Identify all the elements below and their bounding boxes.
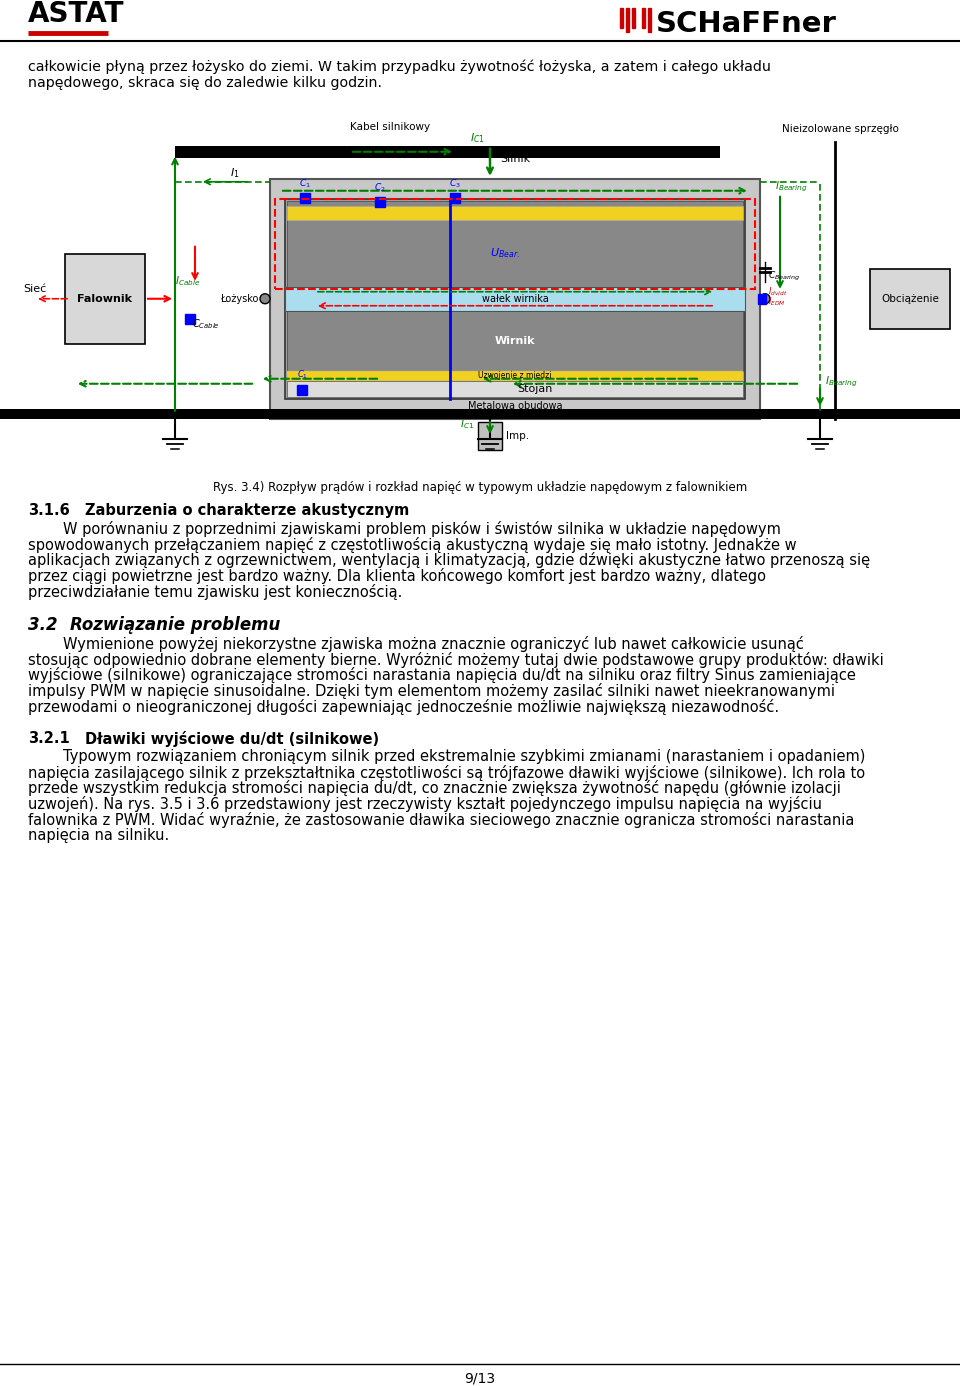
Text: $I_{C1}$: $I_{C1}$ xyxy=(460,417,474,431)
Bar xyxy=(642,8,645,28)
Text: Rozwiązanie problemu: Rozwiązanie problemu xyxy=(70,615,280,633)
Bar xyxy=(275,198,755,288)
Text: napędowego, skraca się do zaledwie kilku godzin.: napędowego, skraca się do zaledwie kilku… xyxy=(28,75,382,90)
Text: Łożysko: Łożysko xyxy=(220,294,258,304)
Circle shape xyxy=(760,294,770,304)
Bar xyxy=(375,197,385,207)
Text: przewodami o nieograniczonej długości zapewniając jednocześnie możliwie najwięks: przewodami o nieograniczonej długości za… xyxy=(28,699,780,715)
Text: napięcia na silniku.: napięcia na silniku. xyxy=(28,827,169,843)
Text: Stojan: Stojan xyxy=(517,384,553,394)
Bar xyxy=(632,8,635,28)
Bar xyxy=(870,269,950,328)
Text: stosując odpowiednio dobrane elementy bierne. Wyróżnić możemy tutaj dwie podstaw: stosując odpowiednio dobrane elementy bi… xyxy=(28,651,884,668)
Text: spowodowanych przełączaniem napięć z częstotliwością akustyczną wydaje się mało : spowodowanych przełączaniem napięć z czę… xyxy=(28,536,797,553)
Text: przeciwdziałanie temu zjawisku jest koniecznością.: przeciwdziałanie temu zjawisku jest koni… xyxy=(28,584,402,600)
Text: SCHaFFner: SCHaFFner xyxy=(656,10,837,37)
Text: całkowicie płyną przez łożysko do ziemi. W takim przypadku żywotność łożyska, a : całkowicie płyną przez łożysko do ziemi.… xyxy=(28,60,771,75)
Text: wyjściowe (silnikowe) ograniczające stromości narastania napięcia du/dt na silni: wyjściowe (silnikowe) ograniczające stro… xyxy=(28,667,856,683)
Text: $I_{Bearing}$: $I_{Bearing}$ xyxy=(775,179,808,194)
Text: ASTAT: ASTAT xyxy=(28,0,125,28)
Bar xyxy=(626,8,629,32)
Bar xyxy=(285,198,745,399)
Text: Kabel silnikowy: Kabel silnikowy xyxy=(350,122,430,132)
Text: Dławiki wyjściowe du/dt (silnikowe): Dławiki wyjściowe du/dt (silnikowe) xyxy=(85,730,379,747)
Bar xyxy=(175,146,720,158)
Text: $U_{Bear.}$: $U_{Bear.}$ xyxy=(490,247,520,261)
Text: $I_{Cable}$: $I_{Cable}$ xyxy=(175,274,201,287)
Text: $I_{Bearing}$: $I_{Bearing}$ xyxy=(825,374,858,388)
Text: 3.2: 3.2 xyxy=(28,615,58,633)
Bar xyxy=(758,294,766,304)
Bar xyxy=(478,421,502,449)
Text: uzwojeń). Na rys. 3.5 i 3.6 przedstawiony jest rzeczywisty kształt pojedynczego : uzwojeń). Na rys. 3.5 i 3.6 przedstawion… xyxy=(28,796,822,812)
Text: $I_{C1}$: $I_{C1}$ xyxy=(470,130,485,144)
Bar xyxy=(620,8,623,28)
Text: Wymienione powyżej niekorzystne zjawiska można znacznie ograniczyć lub nawet cał: Wymienione powyżej niekorzystne zjawiska… xyxy=(63,636,804,651)
Text: Nieizolowane sprzęgło: Nieizolowane sprzęgło xyxy=(781,123,899,134)
Text: impulsy PWM w napięcie sinusoidalne. Dzięki tym elementom możemy zasilać silniki: impulsy PWM w napięcie sinusoidalne. Dzi… xyxy=(28,683,835,699)
Text: Falownik: Falownik xyxy=(78,294,132,304)
Text: Imp.: Imp. xyxy=(506,431,529,441)
Text: 3.1.6: 3.1.6 xyxy=(28,503,70,518)
Text: Zaburzenia o charakterze akustycznym: Zaburzenia o charakterze akustycznym xyxy=(85,503,409,518)
Text: $C_1$: $C_1$ xyxy=(297,369,307,381)
Text: Uzwojenie z miedzi: Uzwojenie z miedzi xyxy=(478,371,552,380)
Text: Sieć: Sieć xyxy=(23,284,47,294)
Circle shape xyxy=(260,294,270,304)
Bar xyxy=(287,370,743,381)
Bar xyxy=(285,287,745,310)
Text: aplikacjach związanych z ogrzewnictwem, wentylacją i klimatyzacją, gdzie dźwięki: aplikacjach związanych z ogrzewnictwem, … xyxy=(28,553,870,568)
Text: przez ciągi powietrzne jest bardzo ważny. Dla klienta końcowego komfort jest bar: przez ciągi powietrzne jest bardzo ważny… xyxy=(28,568,766,584)
Text: Silnik: Silnik xyxy=(500,154,530,164)
Text: falownika z PWM. Widać wyraźnie, że zastosowanie dławika sieciowego znacznie ogr: falownika z PWM. Widać wyraźnie, że zast… xyxy=(28,812,854,827)
Bar xyxy=(287,381,743,396)
Text: Typowym rozwiązaniem chroniącym silnik przed ekstremalnie szybkimi zmianami (nar: Typowym rozwiązaniem chroniącym silnik p… xyxy=(63,748,865,764)
Text: $I_{dv/dt}$: $I_{dv/dt}$ xyxy=(768,286,788,298)
Bar xyxy=(648,8,651,32)
Bar xyxy=(297,385,307,395)
Bar xyxy=(0,104,960,468)
Text: $C_1$: $C_1$ xyxy=(300,177,311,190)
Text: Metalowa obudowa: Metalowa obudowa xyxy=(468,401,563,410)
Text: $C_3$: $C_3$ xyxy=(449,177,461,190)
Text: 3.2.1: 3.2.1 xyxy=(28,730,70,746)
Text: Wirnik: Wirnik xyxy=(494,335,536,345)
Bar xyxy=(270,179,760,419)
Text: przede wszystkim redukcja stromości napięcia du/dt, co znacznie zwiększa żywotno: przede wszystkim redukcja stromości napi… xyxy=(28,780,841,797)
Text: napięcia zasilającego silnik z przekształtnika częstotliwości są trójfazowe dław: napięcia zasilającego silnik z przekszta… xyxy=(28,765,865,780)
Bar xyxy=(287,205,743,220)
Text: W porównaniu z poprzednimi zjawiskami problem pisków i świstów silnika w układzi: W porównaniu z poprzednimi zjawiskami pr… xyxy=(63,521,780,536)
Bar xyxy=(287,201,743,287)
Bar xyxy=(0,409,960,419)
Text: $I_{EDM}$: $I_{EDM}$ xyxy=(768,295,785,308)
Text: Rys. 3.4) Rozpływ prądów i rozkład napięć w typowym układzie napędowym z falowni: Rys. 3.4) Rozpływ prądów i rozkład napię… xyxy=(213,481,747,493)
Bar xyxy=(450,193,460,202)
Text: $I_1$: $I_1$ xyxy=(230,166,239,180)
Bar xyxy=(300,193,310,202)
Text: $C_{Cable}$: $C_{Cable}$ xyxy=(192,317,220,330)
Bar xyxy=(185,313,195,324)
Text: 9/13: 9/13 xyxy=(465,1372,495,1386)
Text: $C_{Bearing}$: $C_{Bearing}$ xyxy=(768,270,801,283)
Text: wałek wirnika: wałek wirnika xyxy=(482,294,548,304)
Bar xyxy=(65,254,145,344)
Bar xyxy=(287,310,743,370)
Text: Obciążenie: Obciążenie xyxy=(881,294,939,304)
Text: $C_2$: $C_2$ xyxy=(374,182,386,194)
